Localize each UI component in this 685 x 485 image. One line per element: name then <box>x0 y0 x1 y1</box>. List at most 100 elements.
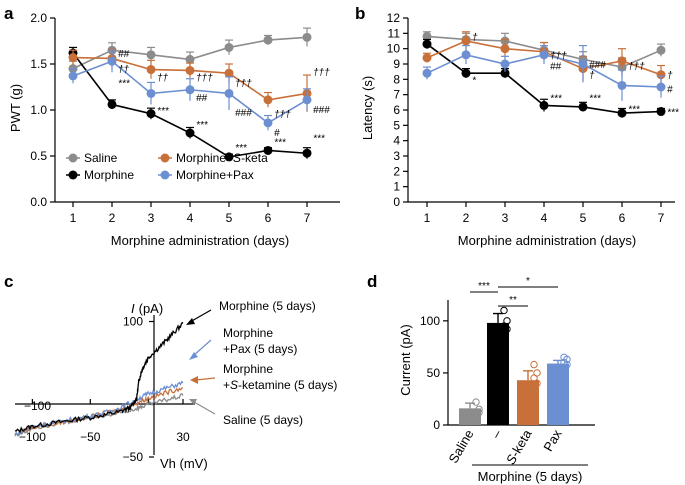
panel-d-category-label: – <box>488 426 505 440</box>
data-point <box>302 32 312 42</box>
panel-b-xtick-label: 1 <box>424 211 431 225</box>
panel-b-xtick-label: 3 <box>502 211 509 225</box>
data-point <box>263 95 273 105</box>
data-point <box>461 68 471 78</box>
significance-mark: * <box>472 75 477 86</box>
data-point <box>146 50 156 60</box>
data-point <box>422 39 432 49</box>
legend-saline-marker <box>68 153 78 163</box>
significance-mark: *** <box>235 143 248 154</box>
data-point <box>578 102 588 112</box>
significance-mark: *** <box>628 104 641 115</box>
panel-a-series-morphine-s-keta <box>68 48 312 112</box>
legend-keta-suffix: -keta <box>241 151 268 165</box>
panel-d-category-label: Saline <box>446 427 477 466</box>
panel-a-series-saline <box>68 27 312 76</box>
data-point <box>560 353 568 361</box>
data-point <box>263 35 273 45</box>
panel-b-xtick-label: 6 <box>619 211 626 225</box>
bar <box>517 380 539 425</box>
data-point <box>146 65 156 75</box>
arrow-morphine-line <box>189 309 212 323</box>
data-point <box>500 44 510 54</box>
data-point <box>656 70 666 80</box>
significance-mark: ††† <box>196 73 213 84</box>
data-point <box>107 56 117 66</box>
panel-a-ytick-label: 0.0 <box>30 195 47 209</box>
panel-b: b Latency (s) Morphine administration (d… <box>355 4 680 248</box>
data-point <box>500 306 508 315</box>
panel-b-series-morphine-pax <box>422 44 666 101</box>
arrow-keta-line <box>195 377 216 381</box>
significance-mark: *** <box>667 108 680 119</box>
data-point <box>475 405 483 414</box>
category-text: – <box>488 426 505 440</box>
panel-b-ytick-label: 0 <box>393 195 400 209</box>
legend-morphine-pax-text: Morphine+Pax <box>176 168 254 182</box>
data-point <box>656 107 666 117</box>
significance-mark: † <box>667 71 673 82</box>
data-point <box>302 148 312 158</box>
panel-a-label: a <box>4 4 14 23</box>
trace-label-keta-line1: Morphine <box>223 362 273 376</box>
bar-group-1 <box>459 398 483 425</box>
significance-mark: *** <box>157 106 170 117</box>
significance-mark: ### <box>589 60 606 71</box>
significance-mark: † <box>472 32 478 43</box>
trace-label-keta: Morphine +S-ketamine (5 days) <box>190 362 337 392</box>
significance-mark: ††† <box>550 51 567 62</box>
trace-morphine-5-days- <box>14 321 184 434</box>
panel-b-xtick-label: 4 <box>541 211 548 225</box>
panel-d-category-label: Pax <box>540 427 564 454</box>
data-point <box>503 317 511 325</box>
data-point <box>539 100 549 110</box>
panel-b-ytick-label: 5 <box>393 118 400 132</box>
data-point <box>461 36 471 46</box>
data-point <box>578 59 588 69</box>
significance-label: ** <box>509 295 517 306</box>
legend-morphine-keta-marker <box>160 153 170 163</box>
significance-label: * <box>526 276 530 287</box>
significance-mark: ††† <box>628 62 645 73</box>
data-point <box>530 360 538 369</box>
keta-line2-suffix: -ketamine (5 days) <box>238 378 337 392</box>
keta-line2-prefix: + <box>223 378 230 392</box>
panel-b-xtick-label: 5 <box>580 211 587 225</box>
legend-saline: Saline <box>66 151 118 165</box>
panel-b-series-morphine <box>422 38 666 118</box>
panel-a-xtick-label: 5 <box>226 211 233 225</box>
legend-keta-prefix: Morphine+ <box>176 151 233 165</box>
significance-mark: †† <box>157 73 169 84</box>
data-point <box>472 412 480 421</box>
arrow-pax-line <box>192 339 212 357</box>
data-point <box>224 88 234 98</box>
panel-b-xlabel: Morphine administration (days) <box>458 233 636 248</box>
data-point <box>185 65 195 75</box>
data-point <box>617 56 627 66</box>
significance-mark: *** <box>274 137 287 148</box>
data-point <box>185 54 195 64</box>
data-point <box>224 152 234 162</box>
significance-mark: *** <box>118 78 131 89</box>
data-point <box>302 95 312 105</box>
data-point <box>224 68 234 78</box>
data-point <box>146 109 156 119</box>
panel-d-ytick-label: 50 <box>427 366 441 380</box>
data-point <box>107 99 117 109</box>
significance-mark: ††† <box>235 78 252 89</box>
data-point <box>185 128 195 138</box>
panel-a-xtick-label: 4 <box>187 211 194 225</box>
data-point <box>617 108 627 118</box>
significance-mark: ## <box>118 49 130 60</box>
panel-b-annotations: †*†††##***###†***†††***†#*** <box>472 32 680 118</box>
data-point <box>656 45 666 55</box>
significance-mark: # <box>274 128 280 139</box>
data-point <box>422 31 432 41</box>
arrow-saline-head <box>189 399 197 405</box>
data-point <box>422 53 432 63</box>
panel-b-ytick-label: 4 <box>393 134 400 148</box>
panel-c-ylabel: I (pA) <box>131 301 163 316</box>
panel-b-ytick-label: 11 <box>388 26 401 40</box>
data-point <box>500 59 510 69</box>
